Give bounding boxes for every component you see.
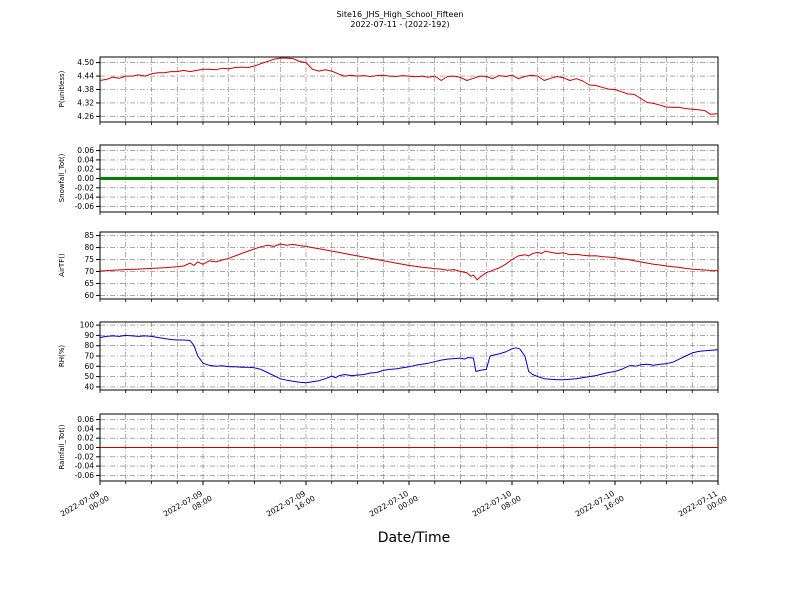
y-tick-label: 70 [84, 267, 94, 276]
x-axis-label: Date/Time [377, 530, 451, 546]
x-tick-label: 2022-07-0908:00 [162, 486, 214, 526]
y-tick-label: -0.06 [75, 202, 95, 211]
y-tick-label: 40 [84, 382, 94, 391]
y-axis-label-rh: RH(%) [58, 344, 66, 368]
x-tick-label-group: 2022-07-1100:00 [677, 486, 729, 526]
y-tick-label: 4.26 [77, 112, 94, 121]
y-tick-label: -0.06 [75, 471, 95, 480]
y-tick-label: 4.38 [77, 85, 94, 94]
y-axis-label-unitless: P(unitless) [58, 70, 66, 108]
y-tick-label: 75 [84, 255, 94, 264]
y-tick-label: 65 [84, 279, 94, 288]
x-tick-label: 2022-07-1008:00 [471, 486, 523, 526]
y-tick-label: 0.00 [77, 174, 94, 183]
y-tick-label: -0.04 [75, 193, 95, 202]
y-tick-label: 80 [84, 341, 94, 350]
y-tick-label: 4.32 [77, 98, 94, 107]
figure-title-line2: 2022-07-11 - (2022-192) [350, 20, 450, 30]
y-tick-label: 50 [84, 372, 94, 381]
series-line [99, 57, 719, 115]
y-tick-label: 0.00 [77, 443, 94, 452]
y-tick-label: 0.06 [77, 146, 94, 155]
y-tick-label: 0.04 [77, 424, 94, 433]
y-axis-label-rainfall: Rainfall_Tot() [58, 424, 66, 470]
x-tick-label-group: 2022-07-0900:00 [59, 486, 111, 526]
y-tick-label: 90 [84, 331, 94, 340]
y-axis-label-airtf: AirTF() [58, 253, 66, 277]
y-tick-label: 80 [84, 243, 94, 252]
x-tick-label: 2022-07-0916:00 [265, 486, 317, 526]
series-line [99, 334, 719, 384]
x-tick-label: 2022-07-1000:00 [368, 486, 420, 526]
y-tick-label: 0.06 [77, 415, 94, 424]
y-tick-label: 4.44 [77, 72, 94, 81]
y-tick-label: 0.02 [77, 165, 94, 174]
panel-frame [99, 231, 719, 300]
series-line [99, 243, 719, 281]
x-tick-label-group: 2022-07-0916:00 [265, 486, 317, 526]
y-tick-label: 60 [84, 362, 94, 371]
x-tick-label-group: 2022-07-1000:00 [368, 486, 420, 526]
y-tick-label: 85 [84, 231, 94, 240]
x-tick-label-group: 2022-07-1016:00 [574, 486, 626, 526]
y-tick-label: 100 [80, 321, 95, 330]
y-tick-label: 0.04 [77, 155, 94, 164]
x-tick-label-group: 2022-07-0908:00 [162, 486, 214, 526]
panel-frame [99, 321, 719, 391]
x-tick-label: 2022-07-1100:00 [677, 486, 729, 526]
y-tick-label: 4.50 [77, 58, 94, 67]
y-axis-label-snowfall: Snowfall_Tot() [58, 153, 66, 203]
y-tick-label: 70 [84, 352, 94, 361]
y-tick-label: -0.04 [75, 462, 95, 471]
figure-title: Site16_JHS_High_School_Fifteen 2022-07-1… [0, 10, 800, 31]
panel-frame [99, 56, 719, 123]
y-tick-label: -0.02 [75, 183, 95, 192]
figure-title-line1: Site16_JHS_High_School_Fifteen [336, 10, 464, 19]
x-tick-label: 2022-07-1016:00 [574, 486, 626, 526]
y-tick-label: -0.02 [75, 452, 95, 461]
y-tick-label: 60 [84, 291, 94, 300]
x-tick-label-group: 2022-07-1008:00 [471, 486, 523, 526]
y-tick-label: 0.02 [77, 434, 94, 443]
x-tick-label: 2022-07-0900:00 [59, 486, 111, 526]
